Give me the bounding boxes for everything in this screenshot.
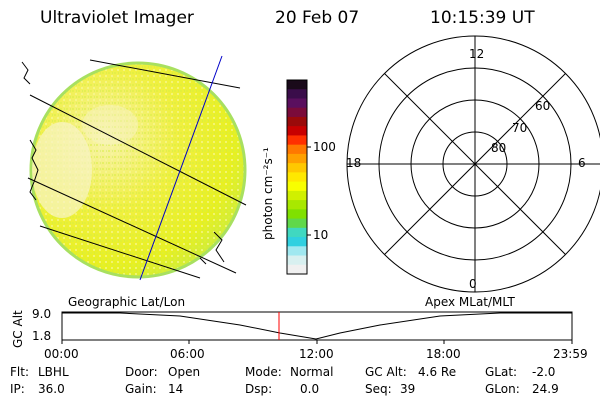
altitude-plot: [61, 311, 573, 344]
colorbar-cell: [287, 190, 307, 201]
colorbar-cell: [287, 209, 307, 220]
dsp-label: Dsp:: [245, 382, 273, 396]
colorbar-cell: [287, 107, 307, 118]
apex-panel-label: Apex MLat/MLT: [425, 295, 515, 309]
colorbar-cell: [287, 135, 307, 146]
colorbar-cell: [287, 98, 307, 109]
coastlines: [21, 61, 225, 265]
colorbar-cell: [287, 237, 307, 247]
colorbar-cell: [287, 172, 307, 183]
mlat-label-70: 70: [512, 121, 528, 135]
colorbar-cell: [287, 80, 307, 90]
colorbar-cell: [287, 264, 307, 275]
x-tick-1800: 18:00: [426, 347, 461, 361]
door-label: Door:: [125, 365, 158, 379]
lat-lon-grid: [27, 59, 247, 279]
colorbar-cell: [287, 126, 307, 137]
glon-value: 24.9: [532, 382, 559, 396]
seq-value: 39: [400, 382, 416, 396]
colorbar-cell: [287, 246, 307, 257]
glat-value: -2.0: [532, 365, 556, 379]
mode-label: Mode:: [245, 365, 282, 379]
glat-label: GLat:: [485, 365, 518, 379]
flt-label: Flt:: [10, 365, 29, 379]
mlat-label-80: 80: [491, 141, 507, 155]
mlt-label-0: 0: [469, 277, 477, 291]
mlt-label-12: 12: [469, 47, 485, 61]
instrument-title: Ultraviolet Imager: [40, 8, 194, 28]
polar-plot: [346, 35, 600, 293]
colorbar-cell: [287, 116, 307, 127]
dsp-value: 0.0: [300, 382, 320, 396]
colorbar-cell: [287, 227, 307, 238]
colorbar-cell: [287, 181, 307, 192]
colorbar-tick-10: 10: [313, 228, 329, 242]
colorbar-tick-100: 100: [313, 140, 336, 154]
y-tick-1-8: 1.8: [32, 329, 52, 343]
mode-value: Normal: [290, 365, 334, 379]
gain-value: 14: [168, 382, 184, 396]
gain-label: Gain:: [125, 382, 157, 396]
gc-alt-value: 4.6 Re: [418, 365, 457, 379]
colorbar-cell: [287, 153, 307, 164]
door-value: Open: [168, 365, 201, 379]
date-label: 20 Feb 07: [275, 8, 360, 28]
colorbar-cell: [287, 144, 307, 155]
glon-label: GLon:: [485, 382, 520, 396]
x-tick-1200: 12:00: [299, 347, 334, 361]
colorbar-cell: [287, 89, 307, 100]
colorbar-unit-label: photon cm⁻²s⁻¹: [261, 147, 275, 240]
seq-label: Seq:: [365, 382, 392, 396]
gc-alt-ylabel: GC Alt: [11, 310, 25, 348]
mlt-label-18: 18: [346, 156, 362, 170]
x-tick-0600: 06:00: [170, 347, 205, 361]
mlt-label-6: 6: [578, 156, 586, 170]
colorbar-cell: [287, 200, 307, 210]
color-bar: [286, 79, 311, 275]
ip-label: IP:: [10, 382, 25, 396]
colorbar-cell: [287, 255, 307, 266]
ip-value: 36.0: [38, 382, 65, 396]
flt-value: LBHL: [38, 365, 69, 379]
meridian-line: [139, 55, 223, 281]
geo-panel-label: Geographic Lat/Lon: [68, 295, 186, 309]
colorbar-cell: [287, 218, 307, 229]
time-label: 10:15:39 UT: [430, 8, 535, 28]
colorbar-cell: [287, 163, 307, 173]
x-tick-2359: 23:59: [553, 347, 588, 361]
gc-alt-label: GC Alt:: [365, 365, 407, 379]
mlat-label-60: 60: [535, 99, 551, 113]
earth-disk-image: [29, 61, 247, 279]
y-tick-9: 9.0: [32, 307, 52, 321]
x-tick-0000: 00:00: [44, 347, 79, 361]
